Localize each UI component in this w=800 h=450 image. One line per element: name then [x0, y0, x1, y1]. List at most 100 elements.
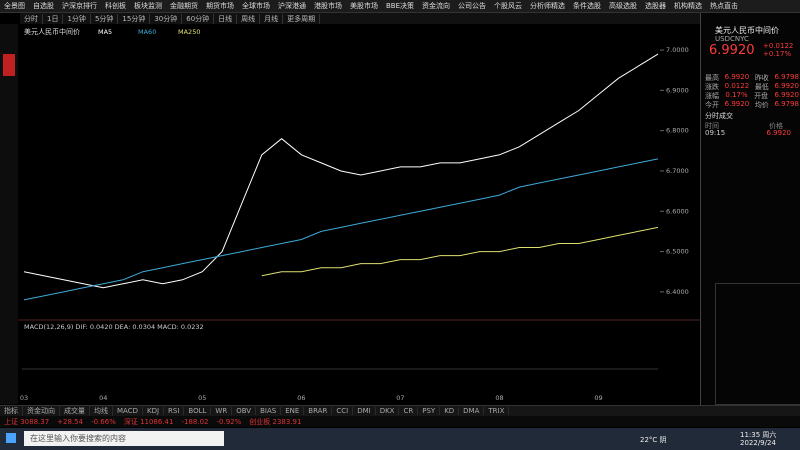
indicator-tab[interactable]: KD	[440, 407, 460, 415]
indicator-tab[interactable]: BOLL	[184, 407, 212, 415]
indicator-tab[interactable]: 资金动向	[23, 406, 60, 416]
y-tick-label: 6.7000	[666, 167, 689, 175]
legend-entry: MA250	[178, 28, 200, 36]
period-button[interactable]: 1日	[43, 13, 64, 24]
indicator-tab[interactable]: DMA	[459, 407, 485, 415]
quote-row: 涨幅 0.17% 开盘 6.9920	[705, 91, 799, 100]
menu-item[interactable]: 沪深京排行	[62, 2, 97, 10]
period-button[interactable]: 15分钟	[118, 13, 151, 24]
quote-change: +0.0122	[763, 42, 794, 50]
menu-bar: 全景图 自选股 沪深京排行 科创板 板块监测 金融期货 期货市场 全球市场 沪深港通 港股市场 美股…	[0, 0, 800, 13]
menu-item[interactable]: 资金流向	[422, 2, 451, 10]
indicator-tab[interactable]: MACD	[113, 407, 143, 415]
quote-label: 昨收	[754, 74, 769, 82]
menu-item[interactable]: 个股风云	[494, 2, 523, 10]
series-line	[23, 158, 659, 301]
chart-title: 美元人民币中间价	[24, 27, 80, 36]
quote-value: 6.9920	[724, 73, 750, 81]
legend-entry: MA5	[98, 28, 112, 36]
menu-item[interactable]: 机构精选	[674, 2, 703, 10]
menu-item[interactable]: 金融期货	[170, 2, 198, 10]
indicator-tab[interactable]: CCI	[332, 407, 354, 415]
trades-title: 分时成交	[705, 112, 733, 120]
menu-item[interactable]: 科创板	[105, 2, 126, 10]
quote-label: 最高	[705, 74, 719, 82]
ticker-item: 深证 11086.41	[123, 417, 174, 426]
menu-item[interactable]: 条件选股	[573, 2, 602, 10]
menu-item[interactable]: 期货市场	[206, 2, 234, 10]
menu-item[interactable]: BBE决策	[386, 2, 415, 10]
period-button[interactable]: 5分钟	[91, 13, 119, 24]
ticker-item: -0.66%	[91, 417, 116, 426]
indicator-tab[interactable]: 成交量	[60, 406, 90, 416]
quote-row: 最高 6.9920 昨收 6.9798	[705, 73, 799, 82]
quote-pct: +0.17%	[763, 50, 792, 58]
menu-item[interactable]: 高级选股	[609, 2, 638, 10]
menu-item[interactable]: 板块监测	[134, 2, 162, 10]
indicator-tab[interactable]: PSY	[418, 407, 441, 415]
menu-item[interactable]: 港股市场	[314, 2, 342, 10]
quote-value: 0.17%	[725, 91, 748, 99]
trades-head: 时间	[705, 122, 719, 130]
menu-item[interactable]: 美股市场	[350, 2, 378, 10]
indicator-tab[interactable]: ENE	[281, 407, 305, 415]
y-tick-label: 7.0000	[666, 46, 689, 54]
quote-value: 6.9920	[724, 100, 750, 108]
menu-item[interactable]: 自选股	[33, 2, 54, 10]
x-tick-label: 08	[495, 394, 503, 402]
indicator-tab[interactable]: WR	[211, 407, 233, 415]
indicator-tab[interactable]: OBV	[232, 407, 257, 415]
menu-item[interactable]: 热点直击	[710, 2, 739, 10]
menu-item[interactable]: 全球市场	[242, 2, 270, 10]
period-button[interactable]: 30分钟	[150, 13, 183, 24]
menu-item[interactable]: 沪深港通	[278, 2, 306, 10]
y-tick-label: 6.9000	[666, 86, 689, 94]
indicator-tab[interactable]: 指标	[0, 406, 23, 416]
indicator-tab[interactable]: TRIX	[484, 407, 510, 415]
trade-time: 09:15	[705, 129, 726, 137]
y-tick-label: 6.6000	[666, 207, 689, 215]
legend-entry: MA60	[138, 28, 156, 36]
menu-item[interactable]: 全景图	[4, 2, 25, 10]
x-tick-label: 07	[396, 394, 404, 402]
ticker-item: 上证 3088.37	[4, 417, 50, 426]
menu-item[interactable]: 选股器	[645, 2, 667, 10]
weather: 22°C 阴	[640, 436, 667, 444]
quote-name: 美元人民币中间价	[715, 26, 779, 35]
clock-date: 2022/9/24	[740, 439, 776, 447]
period-button[interactable]: 月线	[260, 13, 284, 24]
period-button[interactable]: 更多周期	[283, 13, 321, 24]
trade-row: 09:15 6.9920	[705, 129, 791, 137]
trade-price: 6.9920	[766, 129, 792, 137]
period-button[interactable]: 60分钟	[182, 13, 215, 24]
indicator-tab[interactable]: CR	[399, 407, 419, 415]
ticker-item: 创业板 2383.91	[249, 417, 302, 426]
period-button[interactable]: 周线	[237, 13, 261, 24]
quote-row: 今开 6.9920 均价 6.9798	[705, 100, 799, 109]
y-tick-label: 6.8000	[666, 127, 689, 135]
x-tick-label: 06	[297, 394, 305, 402]
indicator-tab[interactable]: DMI	[353, 407, 376, 415]
indicator-tabs: 指标 资金动向 成交量 均线 MACD KDJ RSI BOLL WR OBV BIAS ENE BRA…	[0, 405, 800, 416]
x-tick-label: 09	[594, 394, 602, 402]
indicator-tab[interactable]: BIAS	[256, 407, 282, 415]
x-tick-label: 05	[198, 394, 206, 402]
indicator-tab[interactable]: KDJ	[143, 407, 165, 415]
quote-code: USDCNYC	[715, 35, 749, 43]
quote-label: 均价	[754, 101, 769, 109]
mini-chart	[715, 283, 800, 405]
start-button[interactable]	[6, 433, 16, 443]
period-button[interactable]: 日线	[214, 13, 238, 24]
indicator-tab[interactable]: 均线	[90, 406, 113, 416]
indicator-tab[interactable]: DKX	[376, 407, 400, 415]
search-box[interactable]: 在这里输入你要搜索的内容	[24, 431, 224, 446]
indicator-tab[interactable]: RSI	[164, 407, 185, 415]
period-button[interactable]: 分时	[20, 13, 43, 24]
indicator-tab[interactable]: BRAR	[304, 407, 333, 415]
period-button[interactable]: 1分钟	[63, 13, 91, 24]
quote-value: 6.9798	[774, 100, 799, 108]
menu-item[interactable]: 公司公告	[458, 2, 487, 10]
menu-item[interactable]: 分析师精选	[530, 2, 566, 10]
ticker-item: -0.92%	[216, 417, 242, 426]
